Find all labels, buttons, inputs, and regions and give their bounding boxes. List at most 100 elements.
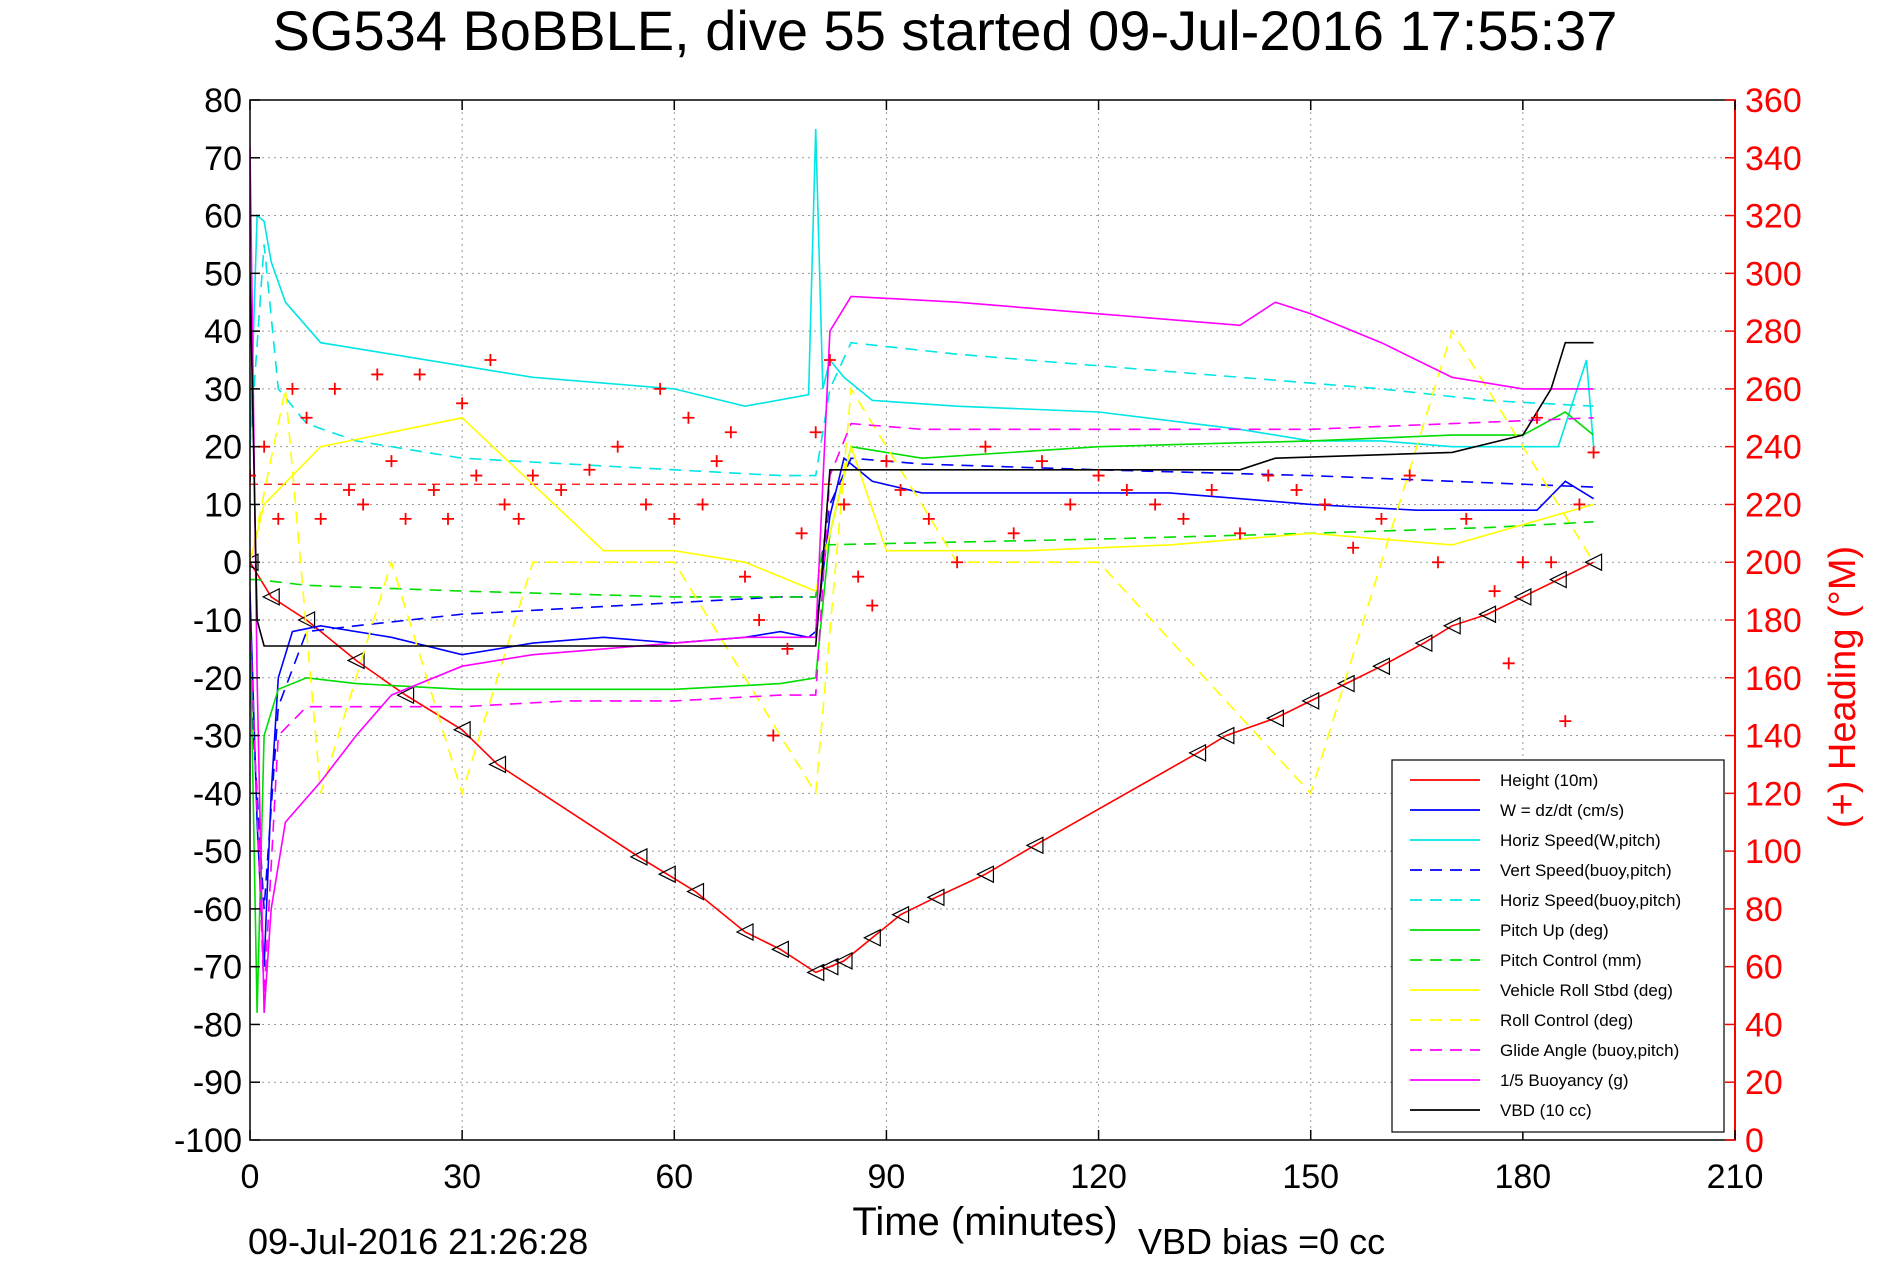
heading-marker xyxy=(1149,498,1162,511)
y-tick-label: -70 xyxy=(193,949,242,987)
height-marker xyxy=(488,755,507,774)
heading-marker xyxy=(413,368,426,381)
height-marker xyxy=(1025,836,1044,855)
legend-label: Vert Speed(buoy,pitch) xyxy=(1500,861,1672,880)
y-tick-label: -10 xyxy=(193,602,242,640)
series-line-11 xyxy=(250,273,1594,647)
series-line-2 xyxy=(250,128,1595,448)
x-tick-label: 30 xyxy=(443,1158,481,1196)
heading-marker xyxy=(1318,498,1331,511)
heading-marker xyxy=(484,354,497,366)
y2-tick-label: 240 xyxy=(1745,429,1802,467)
heading-marker xyxy=(343,484,355,496)
series-layer xyxy=(250,128,1603,1013)
height-marker xyxy=(346,651,365,670)
height-marker xyxy=(735,923,754,941)
heading-marker xyxy=(583,463,596,476)
height-marker xyxy=(657,865,676,884)
heading-marker xyxy=(498,498,511,511)
heading-marker xyxy=(371,368,384,381)
y2-tick-label: 340 xyxy=(1745,140,1802,178)
legend: Height (10m) W = dz/dt (cm/s) Horiz Speed(… xyxy=(1391,759,1725,1133)
y-tick-label: 20 xyxy=(204,429,242,467)
height-marker xyxy=(261,587,280,606)
heading-marker xyxy=(696,498,709,511)
height-marker xyxy=(629,847,648,866)
height-marker xyxy=(891,905,910,924)
heading-marker xyxy=(1234,527,1246,540)
heading-marker xyxy=(809,426,822,439)
series-line-5 xyxy=(250,411,1595,1013)
height-marker xyxy=(1442,616,1461,635)
heading-marker xyxy=(328,382,341,395)
heading-marker xyxy=(739,570,751,583)
y-tick-label: -20 xyxy=(193,660,242,698)
height-marker xyxy=(1478,605,1497,624)
heading-marker xyxy=(640,498,652,511)
x-axis-label: Time (minutes) xyxy=(852,1200,1117,1244)
heading-marker xyxy=(427,484,440,496)
x-tick-label: 120 xyxy=(1070,1158,1127,1196)
y-tick-label: -100 xyxy=(174,1122,242,1160)
legend-label: Roll Control (deg) xyxy=(1500,1011,1633,1030)
heading-marker xyxy=(654,382,667,395)
y-tick-label: -40 xyxy=(193,775,242,813)
legend-label: Vehicle Roll Stbd (deg) xyxy=(1500,981,1673,1000)
x-tick-label: 0 xyxy=(241,1158,260,1196)
y2-tick-label: 100 xyxy=(1745,833,1802,871)
y-tick-label: 30 xyxy=(204,371,242,409)
heading-marker xyxy=(781,642,794,655)
x-tick-label: 60 xyxy=(655,1158,693,1196)
y2-tick-label: 80 xyxy=(1745,891,1783,929)
series-line-0 xyxy=(250,561,1594,974)
heading-marker xyxy=(258,440,271,453)
legend-label: 1/5 Buoyancy (g) xyxy=(1500,1071,1629,1090)
height-marker xyxy=(1216,726,1235,745)
heading-marker xyxy=(1177,512,1190,525)
y2-tick-label: 180 xyxy=(1745,602,1802,640)
heading-marker xyxy=(470,469,483,482)
footer-vbd-bias: VBD bias =0 cc xyxy=(1138,1221,1385,1262)
series-line-6 xyxy=(250,521,1594,598)
series-line-9 xyxy=(250,417,1594,996)
height-marker xyxy=(1513,587,1532,606)
x-tick-label: 210 xyxy=(1707,1158,1764,1196)
legend-label: W = dz/dt (cm/s) xyxy=(1500,801,1624,820)
heading-marker xyxy=(1205,484,1218,496)
height-marker xyxy=(1584,553,1603,572)
heading-marker xyxy=(1092,469,1105,482)
heading-marker xyxy=(753,614,766,626)
heading-marker xyxy=(767,729,780,742)
heading-marker xyxy=(456,397,469,410)
legend-label: Pitch Control (mm) xyxy=(1500,951,1642,970)
heading-marker xyxy=(526,469,539,482)
y2-tick-label: 0 xyxy=(1745,1122,1764,1160)
series-line-8 xyxy=(250,329,1595,797)
y-tick-label: 40 xyxy=(204,313,242,351)
x-tick-label: 180 xyxy=(1494,1158,1551,1196)
y2-tick-label: 200 xyxy=(1745,544,1802,582)
heading-marker xyxy=(357,498,370,511)
y2-tick-label: 320 xyxy=(1745,198,1802,236)
series-line-10 xyxy=(250,146,1594,1013)
height-marker xyxy=(1372,657,1391,676)
height-marker xyxy=(396,686,415,705)
heading-marker xyxy=(1545,556,1558,569)
series-line-4 xyxy=(250,244,1594,477)
heading-marker xyxy=(795,527,808,540)
heading-marker xyxy=(724,426,737,439)
heading-marker xyxy=(611,440,624,453)
y2-axis-label: (+) Heading (°M) xyxy=(1822,546,1864,828)
y2-tick-label: 60 xyxy=(1745,949,1783,987)
heading-marker xyxy=(286,382,299,395)
heading-marker xyxy=(823,354,836,366)
heading-marker xyxy=(1036,455,1048,468)
legend-label: Pitch Up (deg) xyxy=(1500,921,1609,940)
heading-marker xyxy=(1262,469,1275,482)
heading-marker xyxy=(512,512,525,525)
height-marker xyxy=(834,951,853,970)
heading-marker xyxy=(1290,484,1303,496)
heading-marker xyxy=(880,455,893,468)
height-marker xyxy=(806,963,825,982)
